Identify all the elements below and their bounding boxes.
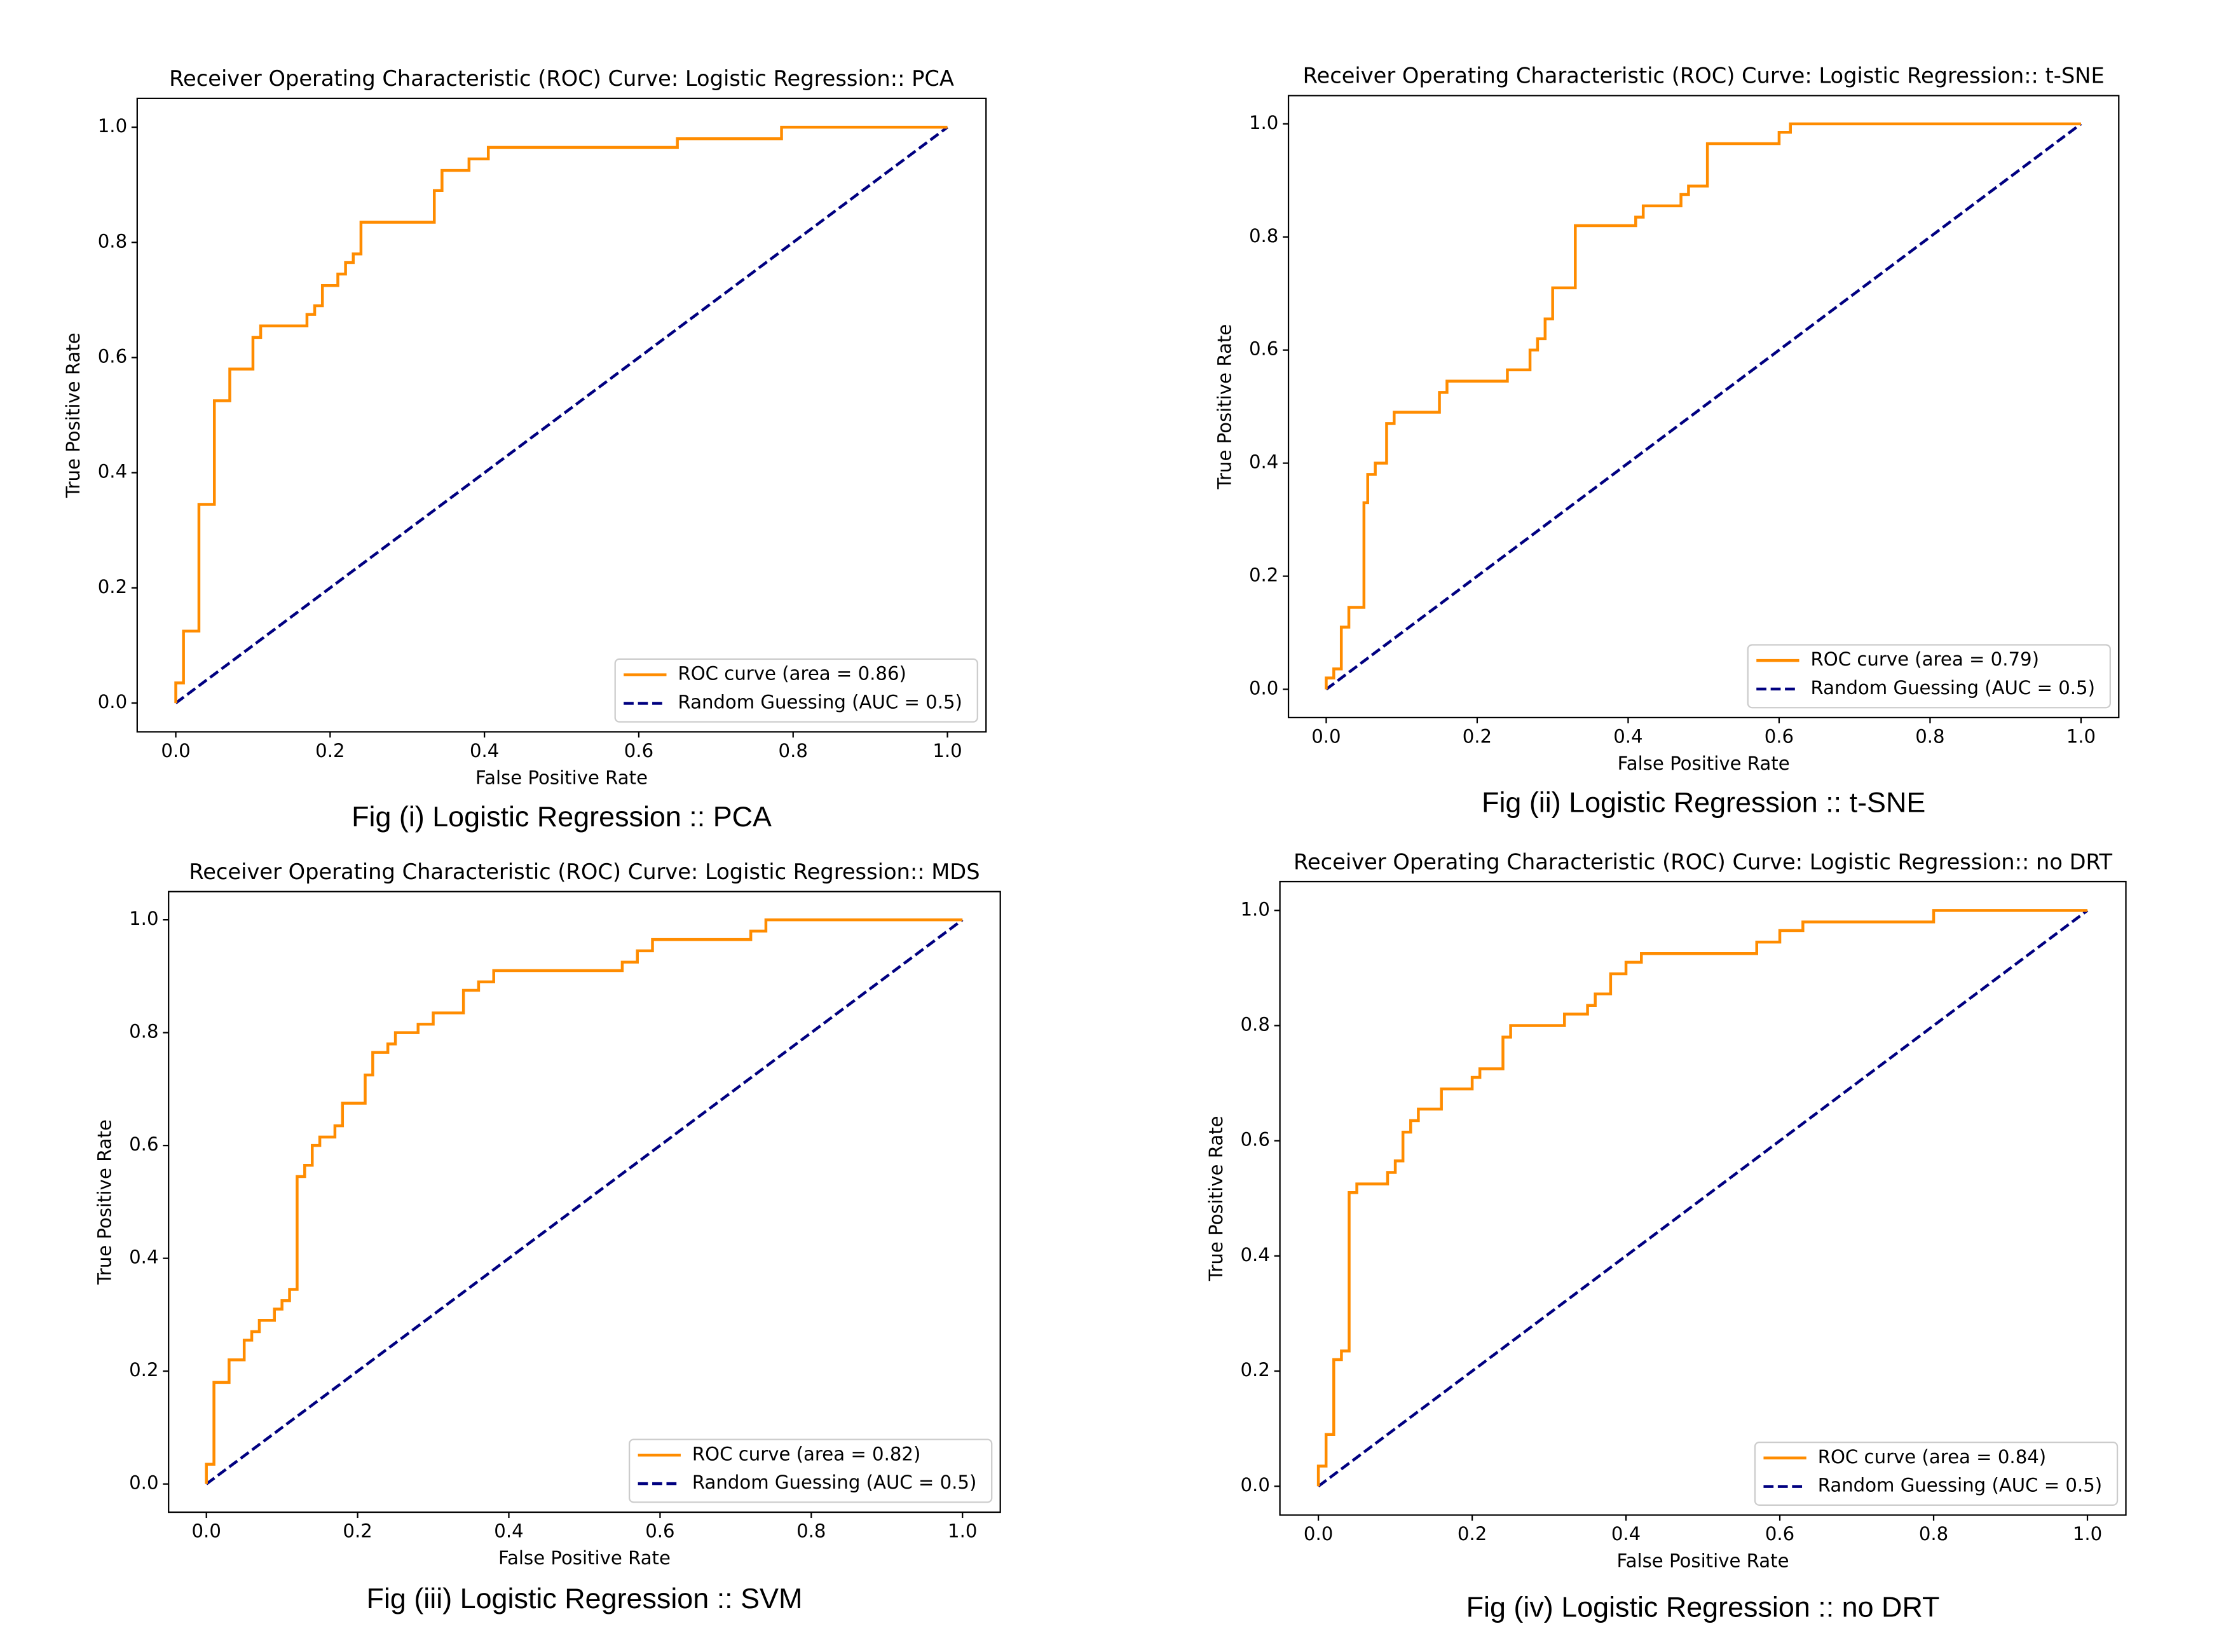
x-tick-label: 1.0 bbox=[948, 1520, 977, 1541]
y-tick-label: 0.0 bbox=[1249, 677, 1278, 699]
roc-line bbox=[1325, 123, 2082, 691]
x-tick-label: 0.2 bbox=[1458, 1523, 1487, 1545]
y-tick-label: 0.0 bbox=[98, 691, 127, 713]
legend-box bbox=[1747, 644, 2111, 709]
chart: Receiver Operating Characteristic (ROC) … bbox=[1213, 64, 2120, 819]
legend-label: Random Guessing (AUC = 0.5) bbox=[1818, 1475, 2102, 1496]
y-tick-label: 0.4 bbox=[1249, 451, 1278, 473]
x-tick-label: 0.6 bbox=[624, 740, 653, 761]
plot-frame bbox=[1287, 95, 2120, 719]
x-tick-label: 0.4 bbox=[1611, 1523, 1641, 1545]
chart-title: Receiver Operating Characteristic (ROC) … bbox=[189, 859, 980, 884]
roc-line bbox=[205, 918, 964, 1485]
chart: Receiver Operating Characteristic (ROC) … bbox=[93, 859, 1001, 1614]
y-tick-label: 0.6 bbox=[129, 1133, 158, 1155]
legend-label: ROC curve (area = 0.86) bbox=[678, 663, 906, 685]
roc-line bbox=[174, 125, 948, 704]
y-tick-label: 0.8 bbox=[1241, 1014, 1270, 1035]
x-tick-label: 0.2 bbox=[1463, 725, 1492, 747]
x-tick-label: 1.0 bbox=[932, 740, 962, 761]
roc-line bbox=[1316, 909, 2088, 1487]
legend-label: ROC curve (area = 0.79) bbox=[1811, 648, 2039, 670]
legend-box bbox=[1754, 1441, 2119, 1506]
caption: Fig (iv) Logistic Regression :: no DRT bbox=[1466, 1591, 1940, 1623]
y-axis-label: True Positive Rate bbox=[1213, 324, 1235, 490]
y-tick-label: 0.4 bbox=[129, 1246, 158, 1268]
x-tick-label: 0.8 bbox=[1915, 725, 1944, 747]
x-tick-label: 0.4 bbox=[494, 1520, 523, 1541]
y-tick-label: 1.0 bbox=[98, 115, 127, 137]
y-tick-label: 0.4 bbox=[98, 461, 127, 482]
x-tick-label: 0.6 bbox=[1765, 1523, 1794, 1545]
x-tick-label: 0.2 bbox=[315, 740, 345, 761]
x-tick-label: 1.0 bbox=[2073, 1523, 2102, 1545]
legend: ROC curve (area = 0.79) Random Guessing (… bbox=[1747, 644, 2111, 709]
caption: Fig (iii) Logistic Regression :: SVM bbox=[367, 1582, 803, 1614]
x-tick-label: 0.8 bbox=[1919, 1523, 1948, 1545]
x-axis-label: False Positive Rate bbox=[498, 1547, 671, 1569]
legend: ROC curve (area = 0.84) Random Guessing (… bbox=[1754, 1441, 2119, 1506]
legend-label: ROC curve (area = 0.82) bbox=[692, 1443, 920, 1464]
x-tick-label: 0.6 bbox=[1765, 725, 1794, 747]
y-tick-label: 0.8 bbox=[98, 230, 127, 252]
roc-line bbox=[1325, 122, 2081, 690]
y-axis-label: True Positive Rate bbox=[93, 1119, 115, 1285]
legend-box bbox=[614, 658, 978, 723]
y-tick-label: 0.6 bbox=[1249, 338, 1278, 360]
roc-line bbox=[175, 126, 948, 704]
y-tick-label: 0.2 bbox=[129, 1359, 158, 1381]
legend: ROC curve (area = 0.86) Random Guessing (… bbox=[614, 658, 978, 723]
legend: ROC curve (area = 0.82) Random Guessing (… bbox=[629, 1438, 993, 1503]
plot-frame bbox=[168, 891, 1001, 1513]
roc-line bbox=[205, 918, 963, 1484]
x-tick-label: 0.8 bbox=[779, 740, 808, 761]
x-axis-label: False Positive Rate bbox=[1618, 753, 1790, 774]
x-tick-label: 0.4 bbox=[470, 740, 499, 761]
x-tick-label: 1.0 bbox=[2066, 725, 2096, 747]
y-tick-label: 0.0 bbox=[129, 1472, 158, 1494]
chart-title: Receiver Operating Characteristic (ROC) … bbox=[169, 66, 954, 91]
y-tick-label: 1.0 bbox=[129, 908, 158, 929]
y-tick-label: 1.0 bbox=[1241, 898, 1270, 920]
x-tick-label: 0.0 bbox=[1311, 725, 1341, 747]
y-tick-label: 0.6 bbox=[98, 346, 127, 367]
x-tick-label: 0.0 bbox=[1304, 1523, 1333, 1545]
y-tick-label: 0.0 bbox=[1241, 1474, 1270, 1496]
chart: Receiver Operating Characteristic (ROC) … bbox=[62, 66, 987, 833]
y-tick-label: 0.8 bbox=[129, 1021, 158, 1042]
y-tick-label: 0.2 bbox=[98, 576, 127, 597]
x-tick-label: 0.0 bbox=[161, 740, 190, 761]
legend-box bbox=[629, 1438, 993, 1503]
y-tick-label: 0.2 bbox=[1241, 1359, 1270, 1381]
legend-label: Random Guessing (AUC = 0.5) bbox=[678, 691, 962, 713]
y-tick-label: 0.8 bbox=[1249, 225, 1278, 247]
x-tick-label: 0.0 bbox=[192, 1520, 221, 1541]
chart: Receiver Operating Characteristic (ROC) … bbox=[1205, 849, 2127, 1623]
x-tick-label: 0.2 bbox=[343, 1520, 372, 1541]
y-tick-label: 0.6 bbox=[1241, 1129, 1270, 1150]
roc-line bbox=[1317, 909, 2089, 1488]
x-tick-label: 0.6 bbox=[645, 1520, 674, 1541]
plot-frame bbox=[1279, 880, 2127, 1516]
chart-title: Receiver Operating Characteristic (ROC) … bbox=[1294, 849, 2112, 874]
y-axis-label: True Positive Rate bbox=[1205, 1116, 1227, 1281]
x-axis-label: False Positive Rate bbox=[475, 767, 648, 788]
y-tick-label: 0.4 bbox=[1241, 1244, 1270, 1266]
y-tick-label: 0.2 bbox=[1249, 564, 1278, 586]
legend-label: Random Guessing (AUC = 0.5) bbox=[1811, 677, 2095, 699]
y-tick-label: 1.0 bbox=[1249, 112, 1278, 133]
y-axis-label: True Positive Rate bbox=[62, 332, 84, 498]
chart-title: Receiver Operating Characteristic (ROC) … bbox=[1303, 64, 2105, 88]
plot-frame bbox=[136, 97, 987, 733]
x-tick-label: 0.8 bbox=[796, 1520, 826, 1541]
caption: Fig (i) Logistic Regression :: PCA bbox=[352, 800, 772, 833]
legend-label: Random Guessing (AUC = 0.5) bbox=[692, 1471, 976, 1493]
caption: Fig (ii) Logistic Regression :: t-SNE bbox=[1482, 786, 1925, 819]
legend-label: ROC curve (area = 0.84) bbox=[1818, 1446, 2046, 1468]
x-tick-label: 0.4 bbox=[1613, 725, 1642, 747]
x-axis-label: False Positive Rate bbox=[1617, 1550, 1789, 1572]
